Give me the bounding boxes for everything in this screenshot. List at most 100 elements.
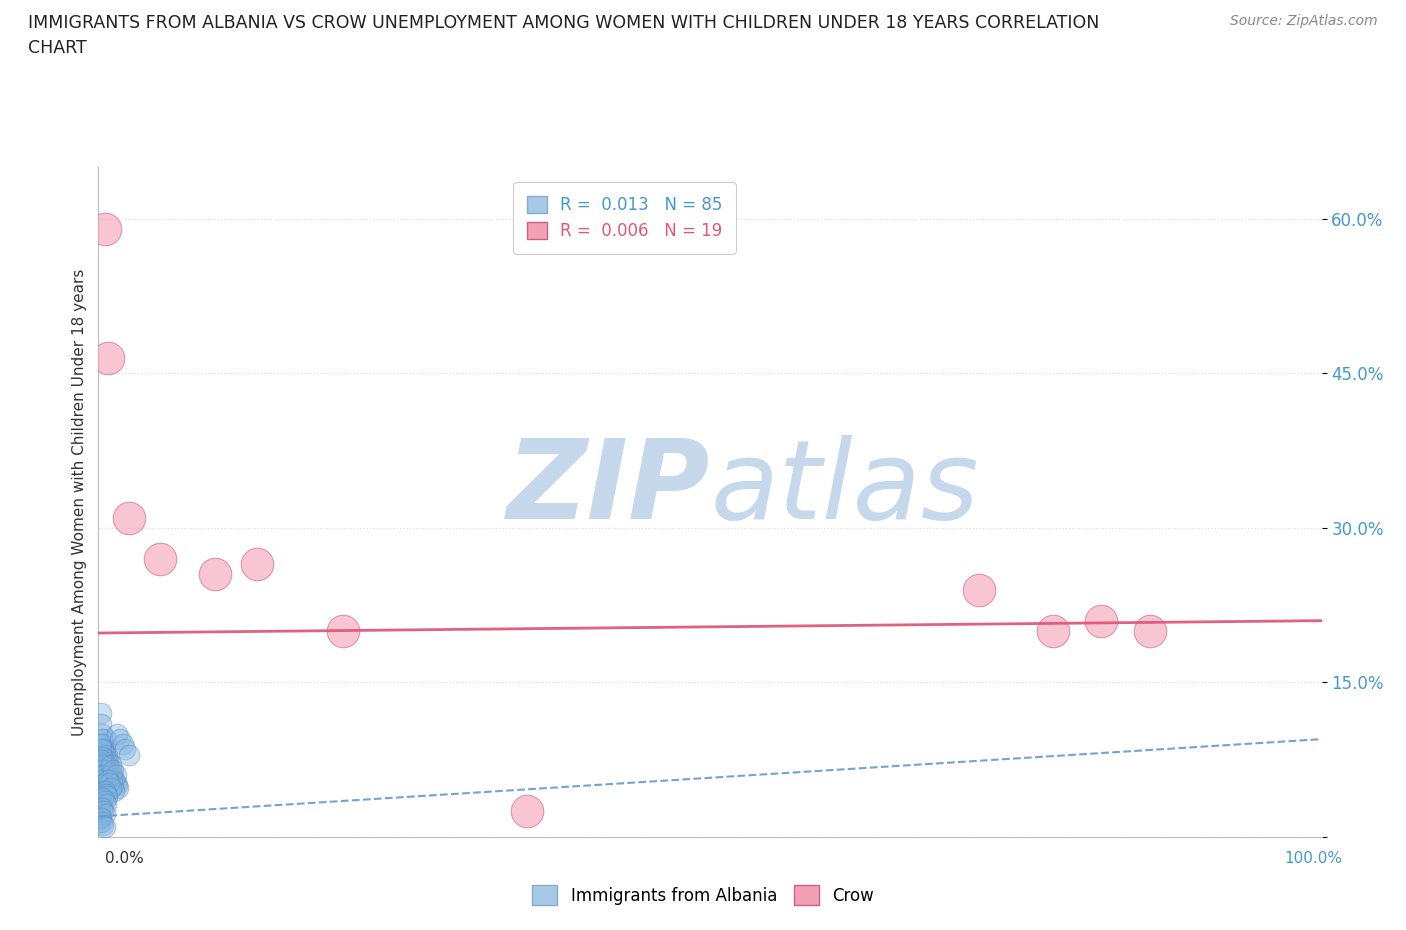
- Point: [90, 706, 112, 721]
- Point: [1090, 613, 1112, 628]
- Point: [104, 776, 127, 790]
- Point: [97, 351, 120, 365]
- Point: [97, 752, 120, 767]
- Point: [104, 768, 127, 783]
- Point: [89, 797, 111, 812]
- Point: [98, 776, 121, 790]
- Point: [96, 757, 118, 772]
- Point: [94, 752, 117, 767]
- Point: [89, 778, 111, 793]
- Point: [118, 511, 141, 525]
- Point: [101, 763, 124, 777]
- Point: [90, 790, 112, 805]
- Point: [97, 773, 120, 788]
- Point: [89, 809, 111, 824]
- Legend: Immigrants from Albania, Crow: Immigrants from Albania, Crow: [526, 878, 880, 912]
- Point: [98, 763, 121, 777]
- Point: [89, 814, 111, 829]
- Point: [93, 819, 115, 834]
- Point: [93, 793, 115, 808]
- Point: [91, 814, 114, 829]
- Point: [91, 747, 114, 762]
- Point: [89, 804, 111, 818]
- Point: [91, 757, 114, 772]
- Point: [90, 716, 112, 731]
- Point: [90, 752, 112, 767]
- Point: [1042, 623, 1064, 638]
- Point: [90, 737, 112, 751]
- Point: [204, 567, 226, 582]
- Point: [91, 804, 114, 818]
- Point: [100, 757, 122, 772]
- Point: [89, 799, 111, 814]
- Point: [93, 757, 115, 772]
- Point: [149, 551, 172, 566]
- Point: [105, 778, 128, 793]
- Point: [96, 765, 118, 780]
- Point: [91, 752, 114, 767]
- Text: 100.0%: 100.0%: [1285, 851, 1343, 866]
- Point: [91, 750, 114, 764]
- Point: [107, 780, 129, 795]
- Point: [89, 811, 111, 826]
- Point: [93, 747, 115, 762]
- Point: [110, 732, 132, 747]
- Point: [91, 786, 114, 801]
- Point: [93, 760, 115, 775]
- Point: [91, 817, 114, 832]
- Point: [332, 623, 354, 638]
- Point: [114, 742, 136, 757]
- Text: IMMIGRANTS FROM ALBANIA VS CROW UNEMPLOYMENT AMONG WOMEN WITH CHILDREN UNDER 18 : IMMIGRANTS FROM ALBANIA VS CROW UNEMPLOY…: [28, 14, 1099, 32]
- Point: [94, 765, 117, 780]
- Point: [93, 768, 115, 783]
- Point: [91, 801, 114, 816]
- Point: [94, 763, 117, 777]
- Point: [100, 763, 122, 777]
- Point: [97, 770, 120, 785]
- Point: [89, 801, 111, 816]
- Point: [90, 783, 112, 798]
- Point: [89, 807, 111, 822]
- Point: [246, 556, 269, 571]
- Point: [91, 726, 114, 741]
- Point: [90, 742, 112, 757]
- Point: [103, 783, 125, 798]
- Point: [111, 737, 134, 751]
- Point: [91, 732, 114, 747]
- Point: [118, 747, 141, 762]
- Point: [89, 793, 111, 808]
- Point: [101, 770, 124, 785]
- Point: [93, 783, 115, 798]
- Point: [93, 221, 115, 236]
- Point: [103, 773, 125, 788]
- Text: 0.0%: 0.0%: [105, 851, 145, 866]
- Point: [97, 760, 120, 775]
- Point: [89, 789, 111, 804]
- Text: Source: ZipAtlas.com: Source: ZipAtlas.com: [1230, 14, 1378, 28]
- Point: [91, 790, 114, 805]
- Point: [101, 778, 124, 793]
- Point: [94, 786, 117, 801]
- Point: [1139, 623, 1161, 638]
- Legend: R =  0.013   N = 85, R =  0.006   N = 19: R = 0.013 N = 85, R = 0.006 N = 19: [513, 182, 735, 254]
- Point: [93, 807, 115, 822]
- Point: [96, 789, 118, 804]
- Point: [91, 737, 114, 751]
- Point: [967, 582, 990, 597]
- Point: [98, 757, 121, 772]
- Point: [94, 797, 117, 812]
- Point: [100, 780, 122, 795]
- Point: [93, 742, 115, 757]
- Point: [96, 747, 118, 762]
- Text: CHART: CHART: [28, 39, 87, 57]
- Point: [91, 778, 114, 793]
- Point: [91, 742, 114, 757]
- Point: [90, 768, 112, 783]
- Point: [515, 804, 537, 818]
- Point: [94, 732, 117, 747]
- Text: atlas: atlas: [710, 435, 979, 542]
- Point: [105, 726, 128, 741]
- Point: [101, 773, 124, 788]
- Point: [91, 763, 114, 777]
- Point: [91, 755, 114, 770]
